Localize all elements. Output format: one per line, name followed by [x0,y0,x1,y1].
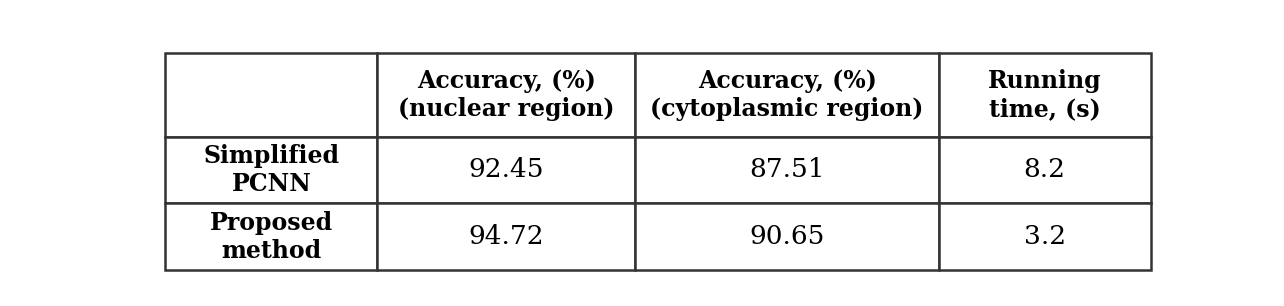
Bar [939,137,1150,203]
Bar [636,137,939,203]
Text: Proposed
method: Proposed method [209,211,333,263]
Bar [636,203,939,270]
Text: 87.51: 87.51 [750,158,824,182]
Text: 3.2: 3.2 [1023,224,1066,249]
Text: 94.72: 94.72 [469,224,544,249]
Text: 8.2: 8.2 [1023,158,1066,182]
Bar [636,53,939,137]
Text: 92.45: 92.45 [469,158,544,182]
Bar [939,203,1150,270]
Text: 90.65: 90.65 [750,224,824,249]
Bar [166,53,377,137]
Bar [166,203,377,270]
Bar [377,137,636,203]
Bar [377,203,636,270]
Bar [939,53,1150,137]
Text: Simplified
PCNN: Simplified PCNN [203,144,339,196]
Bar [166,137,377,203]
Text: Accuracy, (%)
(nuclear region): Accuracy, (%) (nuclear region) [398,69,615,121]
Text: Running
time, (s): Running time, (s) [987,69,1102,121]
Text: Accuracy, (%)
(cytoplasmic region): Accuracy, (%) (cytoplasmic region) [651,69,923,121]
Bar [377,53,636,137]
